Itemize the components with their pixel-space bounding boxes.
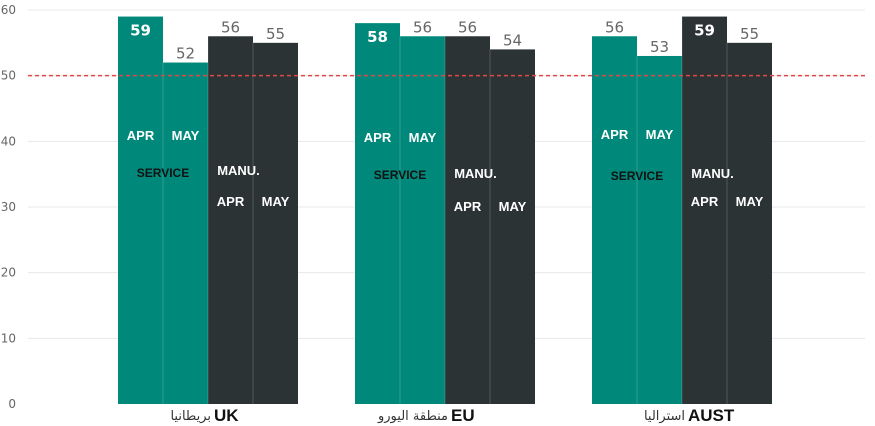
month-label: APR <box>364 130 392 145</box>
bar <box>445 36 490 405</box>
month-label: MAY <box>499 199 527 214</box>
month-label: MAY <box>172 128 200 143</box>
bar <box>253 42 298 404</box>
sector-label-manufacturing: MANU. <box>691 166 734 181</box>
bar <box>118 16 163 405</box>
bars <box>118 16 772 405</box>
data-label: 59 <box>130 22 151 40</box>
data-label: 56 <box>413 18 432 36</box>
month-label: APR <box>691 194 719 209</box>
category-label-ar: منطقة اليورو <box>377 409 448 424</box>
category-label-en: EU <box>451 406 475 425</box>
data-label: 56 <box>458 18 477 36</box>
bar <box>490 49 535 405</box>
y-axis: 0 10 20 30 40 50 60 <box>1 3 16 411</box>
bar <box>592 36 637 405</box>
data-label: 52 <box>176 45 195 63</box>
sector-label-service: SERVICE <box>137 166 189 180</box>
sector-label-service: SERVICE <box>374 168 426 182</box>
bar <box>355 23 400 405</box>
data-label: 53 <box>650 38 669 56</box>
data-label: 55 <box>266 25 285 43</box>
y-tick-label: 30 <box>1 200 16 214</box>
month-label: MAY <box>736 194 764 209</box>
bar <box>208 36 253 405</box>
data-label: 56 <box>221 18 240 36</box>
category-label-en: AUST <box>688 406 735 425</box>
bar <box>727 42 772 404</box>
data-label: 55 <box>740 25 759 43</box>
data-label: 58 <box>367 28 388 46</box>
category-label-en: UK <box>214 406 239 425</box>
y-tick-label: 40 <box>1 134 16 148</box>
y-tick-label: 10 <box>1 331 16 345</box>
sector-label-manufacturing: MANU. <box>217 163 260 178</box>
sector-label-service: SERVICE <box>611 169 663 183</box>
labels: 59 52 56 55 APR MAY APR MAY SERVICE MANU. UKبريطان… <box>127 18 764 425</box>
month-label: APR <box>454 199 482 214</box>
category-label-ar: بريطانيا <box>170 409 211 424</box>
bar <box>163 62 208 405</box>
bar <box>682 16 727 405</box>
month-label: APR <box>127 128 155 143</box>
data-label: 54 <box>503 31 522 49</box>
month-label: APR <box>217 194 245 209</box>
y-tick-label: 50 <box>1 69 16 83</box>
data-label: 59 <box>694 22 715 40</box>
bar <box>400 36 445 405</box>
month-label: MAY <box>262 194 290 209</box>
sector-label-manufacturing: MANU. <box>454 166 497 181</box>
month-label: MAY <box>409 130 437 145</box>
bar <box>637 55 682 404</box>
month-label: APR <box>601 127 629 142</box>
category-label-ar: استراليا <box>644 409 685 424</box>
y-tick-label: 60 <box>1 3 16 17</box>
data-label: 56 <box>605 18 624 36</box>
y-tick-label: 20 <box>1 266 16 280</box>
month-label: MAY <box>646 127 674 142</box>
y-tick-label: 0 <box>8 397 16 411</box>
